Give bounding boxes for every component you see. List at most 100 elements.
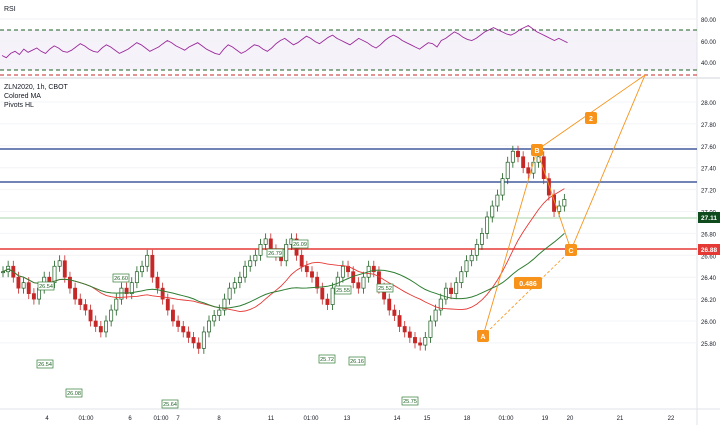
candle-body — [207, 320, 211, 333]
price-tick-label: 27.40 — [701, 167, 717, 173]
candle-body — [232, 282, 237, 289]
rsi-band — [0, 30, 697, 70]
price-tick-label: 26.00 — [701, 320, 717, 326]
candle-body — [124, 287, 129, 294]
pivot-label: 25.75 — [403, 399, 417, 405]
candle-body — [531, 161, 536, 174]
candle-body — [505, 161, 510, 180]
candle-body — [557, 205, 562, 212]
candle-body — [526, 167, 531, 174]
pivot-label-box — [376, 283, 394, 293]
pivot-label-box — [318, 354, 336, 364]
candle-body — [516, 150, 520, 158]
point-a-label-box — [477, 330, 489, 342]
candle-body — [1, 271, 5, 274]
candle-body — [361, 276, 366, 289]
price-tick-label: 27.60 — [701, 145, 717, 151]
candle-body — [392, 309, 397, 316]
rsi-tick-label: 40.00 — [701, 61, 717, 67]
candle-body — [129, 282, 134, 294]
candle-body — [52, 265, 57, 284]
candle-body — [459, 271, 464, 284]
candle-body — [155, 276, 160, 289]
pivot-label-box — [401, 396, 419, 406]
time-axis-label: 18 — [464, 416, 471, 422]
rsi-line — [1, 24, 568, 59]
candle-body — [134, 271, 139, 284]
candle-body — [495, 194, 500, 207]
time-axis-label: 14 — [394, 416, 401, 422]
rsi-legend: RSI — [4, 5, 16, 14]
abc-ratio-line — [482, 249, 572, 337]
candle-body — [284, 244, 289, 262]
candle-body — [320, 287, 325, 300]
candle-body — [21, 282, 26, 289]
price-tick-label: 26.80 — [701, 232, 717, 238]
price-tick-label: 26.60 — [701, 254, 717, 260]
candle-body — [454, 282, 459, 294]
candle-body — [325, 298, 330, 305]
candle-body — [407, 331, 412, 338]
pivot-label-box — [161, 399, 179, 409]
pivot-label: 25.64 — [163, 402, 177, 408]
time-axis-label: 8 — [217, 416, 221, 422]
red-level-value: 26.88 — [701, 247, 718, 254]
point-c-label: C — [568, 248, 573, 255]
price-tick-label: 27.80 — [701, 123, 717, 129]
candle-body — [73, 287, 78, 300]
pivot-label: 26.79 — [268, 251, 282, 257]
candle-body — [243, 265, 247, 278]
pivot-label: 26.16 — [350, 359, 364, 365]
candle-body — [119, 287, 124, 300]
candle-body — [62, 260, 67, 278]
candle-body — [449, 287, 454, 294]
pivot-label-box — [348, 356, 366, 366]
candle-body — [248, 260, 253, 267]
candle-body — [212, 315, 217, 322]
candle-body — [315, 276, 320, 289]
point-2-label: 2 — [589, 116, 593, 123]
rsi-tick-label: 80.00 — [701, 18, 717, 24]
time-axis-label: 4 — [45, 416, 49, 422]
symbol-line: ZLN2020, 1h, CBOT — [4, 84, 68, 91]
pivot-label-box — [291, 239, 309, 249]
candle-body — [474, 244, 479, 256]
time-axis-label: 20 — [567, 416, 574, 422]
point-2-label-box — [585, 112, 597, 124]
time-axis-label: 19 — [542, 416, 549, 422]
time-axis-label: 7 — [176, 416, 180, 422]
candle-body — [78, 298, 83, 305]
candle-body — [263, 238, 268, 245]
colored-ma-green-line — [2, 233, 565, 309]
indicator-colored-ma: Colored MA — [4, 93, 41, 100]
candle-body — [546, 178, 551, 196]
time-axis-label: 22 — [668, 416, 675, 422]
rsi-tick-label: 60.00 — [701, 40, 717, 46]
price-tick-label: 27.20 — [701, 189, 717, 195]
candle-body — [469, 254, 474, 262]
candle-body — [222, 298, 227, 311]
candle-body — [330, 287, 335, 305]
candle-body — [109, 309, 114, 322]
time-axis-label: 21 — [617, 416, 624, 422]
pivot-label-box — [266, 248, 284, 258]
candle-body — [485, 216, 490, 234]
candle-body — [562, 199, 567, 207]
pivot-label: 25.72 — [320, 357, 334, 363]
candle-body — [93, 320, 98, 327]
candle-body — [83, 304, 88, 311]
time-axis-label: 11 — [268, 416, 275, 422]
candle-body — [16, 276, 21, 289]
candle-body — [26, 282, 31, 294]
time-axis-label: 01:00 — [303, 416, 319, 422]
candle-body — [191, 337, 196, 344]
pivot-label-box — [65, 388, 83, 398]
candle-body — [443, 287, 448, 300]
candle-body — [299, 254, 304, 267]
candle-body — [104, 320, 108, 333]
candle-body — [433, 309, 438, 322]
candle-body — [310, 271, 314, 278]
candle-body — [413, 337, 417, 344]
